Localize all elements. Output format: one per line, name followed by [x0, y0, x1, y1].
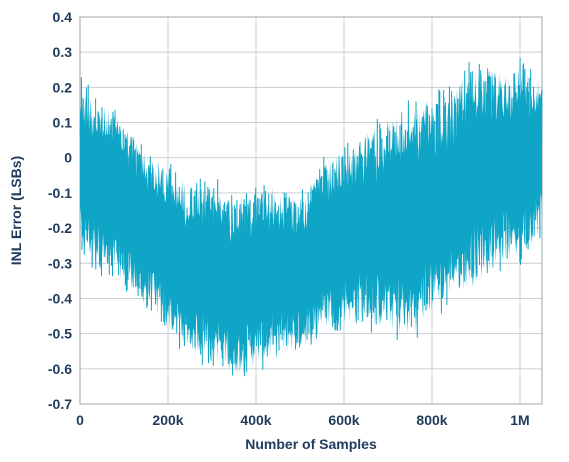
series-layer [79, 57, 543, 377]
y-tick-labels: 0.4 0.3 0.2 0.1 0 -0.1 -0.2 -0.3 -0.4 -0.5 -0.6 -0.… [48, 9, 72, 412]
y-tick-label: -0.1 [48, 185, 72, 201]
x-tick-label: 800k [416, 412, 447, 428]
y-tick-label: 0.1 [53, 115, 73, 131]
y-axis-title: INL Error (LSBs) [8, 156, 24, 265]
y-tick-label: -0.3 [48, 255, 72, 271]
y-tick-label: -0.4 [48, 290, 72, 306]
x-axis-title: Number of Samples [245, 436, 377, 452]
x-tick-label: 1M [510, 412, 529, 428]
x-tick-labels: 0 200k 400k 600k 800k 1M [76, 412, 530, 428]
x-tick-label: 600k [328, 412, 359, 428]
y-tick-label: 0.2 [53, 79, 73, 95]
y-tick-label: -0.5 [48, 326, 72, 342]
y-tick-label: 0 [64, 150, 72, 166]
x-tick-label: 0 [76, 412, 84, 428]
series-trace [79, 57, 543, 377]
y-tick-label: 0.3 [53, 44, 73, 60]
y-tick-label: -0.2 [48, 220, 72, 236]
y-tick-label: -0.6 [48, 361, 72, 377]
y-tick-label: 0.4 [53, 9, 73, 25]
x-tick-label: 200k [152, 412, 183, 428]
y-tick-label: -0.7 [48, 396, 72, 412]
x-tick-label: 400k [240, 412, 271, 428]
